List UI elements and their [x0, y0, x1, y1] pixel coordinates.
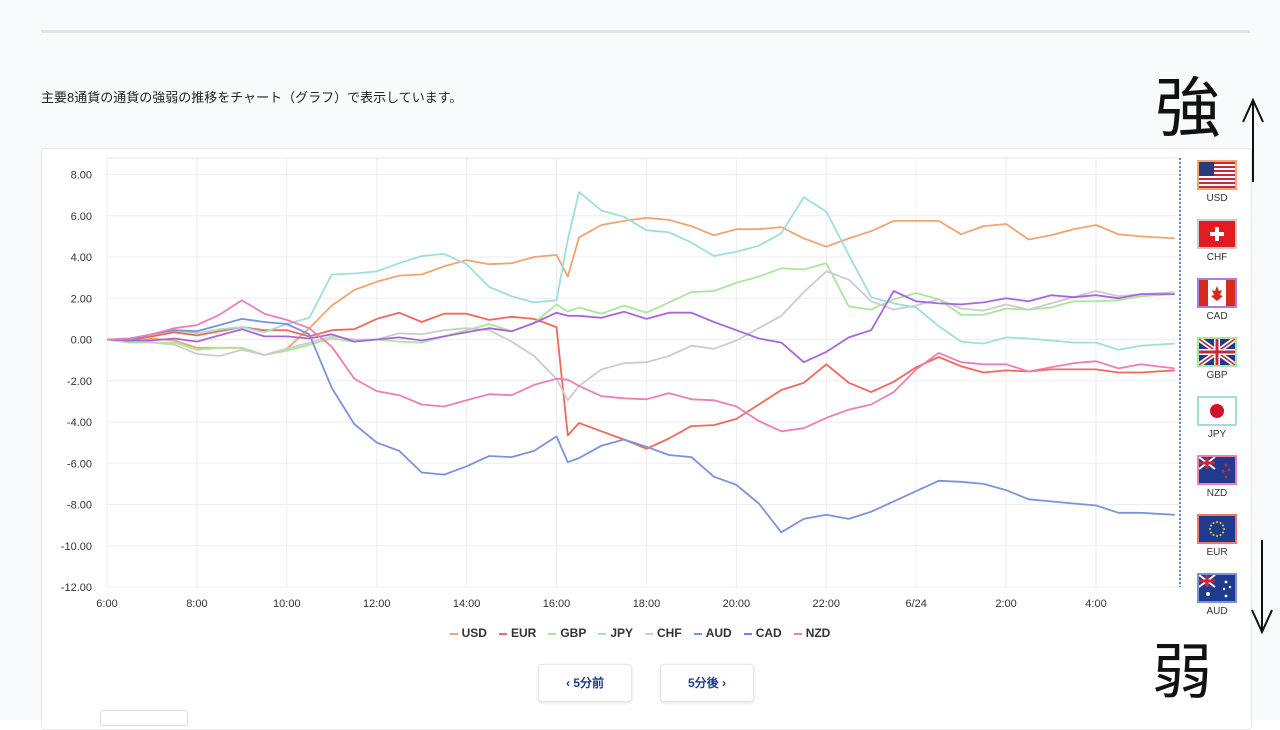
legend-label: EUR: [510, 626, 537, 640]
up-arrow-icon: [1242, 97, 1264, 182]
prev-5min-button[interactable]: ‹ 5分前: [538, 664, 632, 702]
y-tick-label: 2.00: [71, 293, 92, 305]
bottom-tab[interactable]: [100, 710, 188, 726]
legend-label: GBP: [560, 626, 587, 640]
us-flag-icon-graphic: [1199, 162, 1235, 188]
australia-flag-icon[interactable]: [1197, 573, 1237, 603]
australia-flag-icon-graphic: [1199, 575, 1235, 601]
eu-flag-icon-graphic: [1199, 516, 1235, 542]
canada-flag-icon[interactable]: [1197, 278, 1237, 308]
uk-flag-icon[interactable]: [1197, 337, 1237, 367]
legend-swatch: [743, 632, 752, 635]
down-arrow-icon: [1251, 540, 1273, 635]
series-line-usd: [106, 216, 1175, 356]
flag-code-label: USD: [1206, 193, 1228, 204]
legend-swatch: [498, 632, 507, 635]
next-5min-button[interactable]: 5分後 ›: [660, 664, 754, 702]
legend-swatch: [693, 632, 702, 635]
chart-legend: USD EUR GBP JPY CHF AUD CAD NZD: [0, 626, 1280, 640]
legend-item-eur[interactable]: EUR: [498, 626, 537, 640]
flag-code-label: CHF: [1206, 252, 1228, 263]
x-tick-label: 2:00: [995, 598, 1016, 610]
legend-item-jpy[interactable]: JPY: [598, 626, 633, 640]
x-tick-label: 12:00: [363, 598, 391, 610]
legend-item-chf[interactable]: CHF: [645, 626, 682, 640]
legend-label: USD: [461, 626, 487, 640]
y-tick-label: 8.00: [71, 170, 92, 182]
y-tick-label: -12.00: [61, 582, 92, 594]
legend-label: JPY: [610, 626, 634, 640]
swiss-flag-icon[interactable]: [1197, 219, 1237, 249]
eu-flag-icon[interactable]: [1197, 514, 1237, 544]
swiss-flag-icon-graphic: [1199, 221, 1235, 247]
series-line-gbp: [106, 262, 1175, 356]
series-line-cad: [106, 290, 1175, 364]
flag-code-label: EUR: [1206, 547, 1228, 558]
x-tick-label: 18:00: [633, 598, 661, 610]
legend-swatch: [548, 632, 557, 635]
x-tick-label: 10:00: [273, 598, 301, 610]
flag-code-label: GBP: [1206, 370, 1228, 381]
x-tick-label: 16:00: [543, 598, 571, 610]
series-line-chf: [106, 270, 1175, 402]
y-tick-label: -10.00: [61, 541, 92, 553]
x-tick-label: 14:00: [453, 598, 481, 610]
legend-swatch: [598, 632, 607, 635]
legend-label: NZD: [805, 626, 831, 640]
legend-label: CAD: [755, 626, 782, 640]
x-tick-label: 8:00: [186, 598, 207, 610]
legend-swatch: [645, 632, 654, 635]
y-tick-label: 4.00: [71, 252, 92, 264]
plot-area: [106, 157, 1181, 588]
divider: [41, 30, 1250, 33]
canada-flag-icon-graphic: [1199, 280, 1235, 306]
legend-item-gbp[interactable]: GBP: [548, 626, 586, 640]
y-tick-label: -6.00: [67, 458, 92, 470]
x-tick-label: 6/24: [905, 598, 926, 610]
y-tick-label: -8.00: [67, 500, 92, 512]
flag-code-label: NZD: [1206, 488, 1228, 499]
us-flag-icon[interactable]: [1197, 160, 1237, 190]
x-tick-label: 22:00: [813, 598, 841, 610]
y-tick-label: 6.00: [71, 211, 92, 223]
japan-flag-icon[interactable]: [1197, 396, 1237, 426]
flag-code-label: AUD: [1206, 606, 1228, 617]
legend-swatch: [449, 632, 458, 635]
intro-text: 主要8通貨の通貨の強弱の推移をチャート（グラフ）で表示しています。: [41, 90, 463, 105]
nz-flag-icon[interactable]: [1197, 455, 1237, 485]
x-tick-label: 20:00: [723, 598, 751, 610]
flag-code-label: JPY: [1207, 429, 1227, 440]
series-line-nzd: [106, 299, 1175, 433]
flag-code-label: CAD: [1206, 311, 1228, 322]
y-tick-label: -4.00: [67, 417, 92, 429]
legend-item-usd[interactable]: USD: [449, 626, 487, 640]
x-tick-label: 4:00: [1085, 598, 1106, 610]
legend-item-nzd[interactable]: NZD: [793, 626, 831, 640]
legend-item-aud[interactable]: AUD: [693, 626, 732, 640]
nz-flag-icon-graphic: [1199, 457, 1235, 483]
strong-annotation: 強: [1155, 70, 1221, 147]
y-tick-label: 0.00: [71, 335, 92, 347]
y-tick-label: -2.00: [67, 376, 92, 388]
legend-swatch: [793, 632, 802, 635]
legend-label: AUD: [705, 626, 732, 640]
japan-flag-icon-graphic: [1199, 398, 1235, 424]
weak-annotation: 弱: [1152, 638, 1212, 708]
uk-flag-icon-graphic: [1199, 339, 1235, 365]
x-tick-label: 6:00: [96, 598, 117, 610]
legend-label: CHF: [657, 626, 682, 640]
legend-item-cad[interactable]: CAD: [743, 626, 782, 640]
series-line-aud: [106, 318, 1175, 534]
